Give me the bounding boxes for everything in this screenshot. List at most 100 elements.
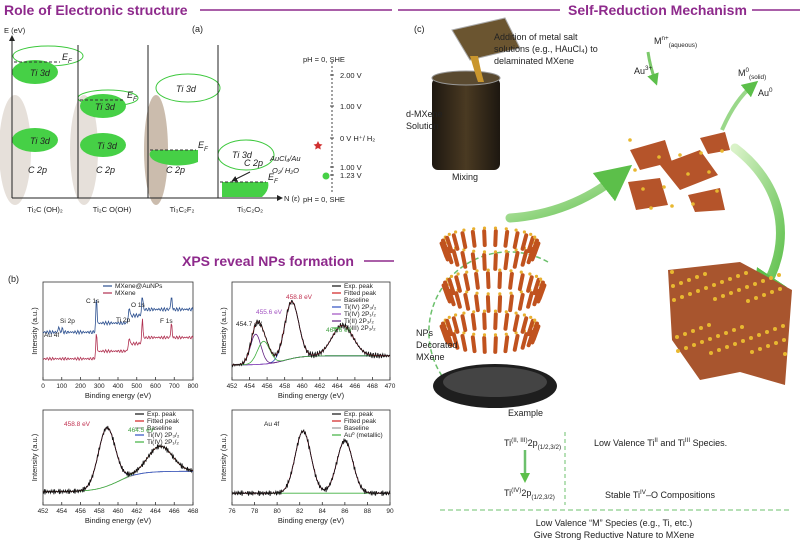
nanoparticle <box>762 293 766 297</box>
nanoparticle <box>769 276 773 280</box>
nanoparticle <box>649 206 653 210</box>
nanoparticle <box>670 204 674 208</box>
species-label: Ti(II, III)2p(1/2,3/2) <box>504 437 561 451</box>
step-text: Addition of metal salt <box>494 32 578 42</box>
nanoparticle <box>744 271 748 275</box>
step-text: Solution <box>406 121 439 131</box>
nanoparticle <box>777 273 781 277</box>
nanorod <box>463 273 471 291</box>
nanoparticle <box>670 270 674 274</box>
x-tick-label: 462 <box>314 383 325 390</box>
nanoparticle <box>716 334 720 338</box>
legend-label: Exp. peak <box>344 411 374 418</box>
nanorod <box>520 316 529 334</box>
nanoparticle <box>707 170 711 174</box>
text-part: E <box>62 52 69 62</box>
nanoparticle <box>696 289 700 293</box>
panel-label: (a) <box>192 24 203 34</box>
legend-label: Ti(IV) 2P₃/₂ <box>147 432 180 439</box>
species-note: Stable TiIV–O Compositions <box>605 489 716 500</box>
nanoparticle <box>447 315 451 319</box>
nanoparticle <box>691 202 695 206</box>
legend-label: Fitted peak <box>147 418 180 425</box>
band-label: Ti 3d <box>176 84 197 94</box>
nanorod <box>482 335 487 354</box>
nanoparticle <box>684 346 688 350</box>
x-axis-title: Binding energy (eV) <box>278 516 345 525</box>
text-part: 2p <box>521 488 531 498</box>
nanoparticle <box>465 270 469 274</box>
nanorod <box>445 318 454 337</box>
nanoparticle <box>462 331 466 335</box>
nanoparticle <box>498 292 502 296</box>
potential-label: 1.00 V <box>340 163 362 172</box>
x-tick-label: 100 <box>56 383 67 390</box>
potential-label: 1.00 V <box>340 102 362 111</box>
band-diagram <box>0 35 333 205</box>
nanorod <box>493 229 498 248</box>
nanorod <box>526 275 534 293</box>
nanorod <box>520 249 529 267</box>
nanoparticle <box>692 343 696 347</box>
nanoparticle <box>683 332 687 336</box>
nanorod <box>520 233 529 251</box>
ion-label: Au0 <box>758 87 773 98</box>
nanoparticle <box>509 269 513 273</box>
spectrum <box>231 299 391 368</box>
nanoparticle <box>753 282 757 286</box>
nanoparticle <box>746 299 750 303</box>
band-label: C 2p <box>96 165 115 175</box>
nanoparticle <box>781 324 785 328</box>
nanoparticle <box>529 315 533 319</box>
nanoparticle <box>504 332 508 336</box>
nanoparticle <box>493 333 498 337</box>
text-part: (aqueous) <box>669 42 697 49</box>
legend-label: Fitted peak <box>344 418 377 425</box>
nanorod <box>460 231 468 249</box>
step-text: d-MXene <box>406 109 443 119</box>
nanorod <box>460 251 468 269</box>
nanoparticle <box>686 172 690 176</box>
nanorod <box>482 229 487 248</box>
nanoparticle <box>679 281 683 285</box>
nanorod <box>517 273 525 291</box>
nanoparticle <box>778 287 782 291</box>
material-label: Ti₂C O(OH) <box>93 205 132 214</box>
illustration <box>428 17 792 511</box>
nanoparticle <box>514 228 518 232</box>
legend-label: Fitted peak <box>344 290 377 297</box>
text-part: C 2p <box>244 158 263 168</box>
conclusion: Low Valence “M” Species (e.g., Ti, etc.) <box>536 518 692 528</box>
nanoparticle <box>633 168 637 172</box>
x-tick-label: 468 <box>188 508 199 515</box>
band-label: Ti 3d <box>97 141 118 151</box>
nanorod <box>485 294 491 313</box>
scale-label: pH = 0, SHE <box>303 55 345 64</box>
x-tick-label: 458 <box>279 383 290 390</box>
x-tick-label: 466 <box>169 508 180 515</box>
nanoparticle <box>539 277 543 281</box>
nanorod <box>503 252 510 271</box>
text-part: F <box>204 146 209 153</box>
nanoparticle <box>486 292 490 296</box>
x-tick-label: 456 <box>262 383 273 390</box>
text-part: M <box>738 68 746 78</box>
legend-label: Ti(IV) 2P₁/₂ <box>147 439 179 446</box>
nanorod <box>526 291 534 309</box>
nanorod <box>503 312 510 331</box>
text-part: and Ti <box>658 438 685 448</box>
step-text: delaminated MXene <box>494 56 574 66</box>
heading: Role of Electronic structure <box>4 2 188 18</box>
band-label: Ti 3d <box>232 150 253 160</box>
x-tick-label: 460 <box>113 508 124 515</box>
nanoparticle <box>761 279 765 283</box>
nanoparticle <box>680 295 684 299</box>
nanoparticle <box>708 337 712 341</box>
scale-label: pH = 0, SHE <box>303 195 345 204</box>
x-tick-label: 464 <box>332 383 343 390</box>
band-label: Ti 3d <box>95 102 116 112</box>
nanorod <box>536 280 545 298</box>
nanorod <box>508 294 514 313</box>
x-tick-label: 454 <box>244 383 255 390</box>
redox-couple: O₂/ H₂O <box>272 166 299 175</box>
